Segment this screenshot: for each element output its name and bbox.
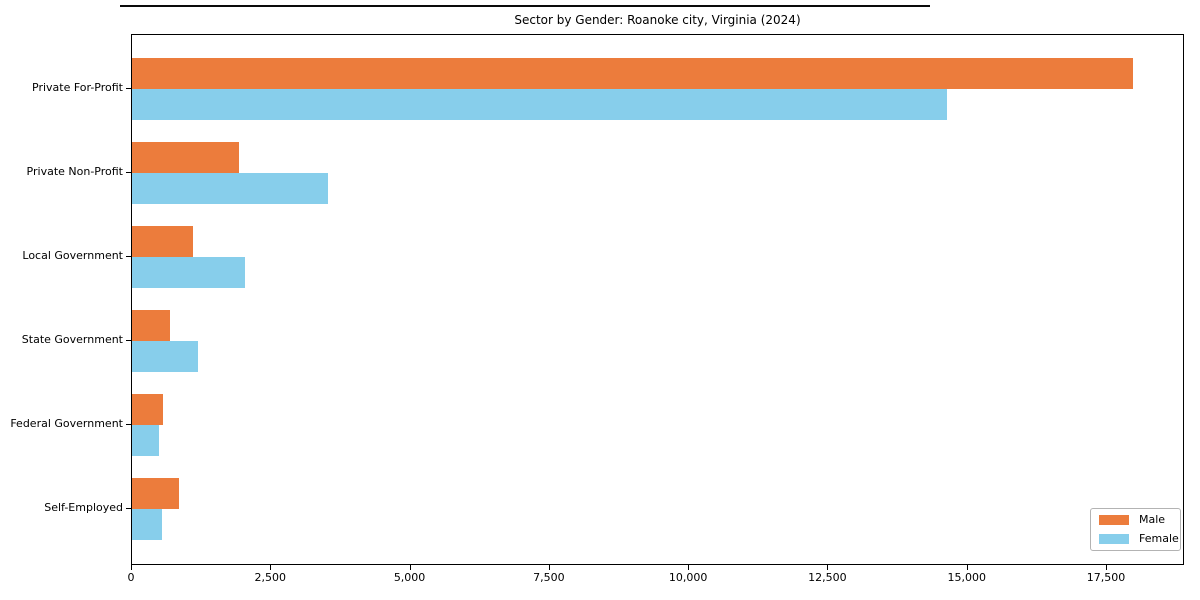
x-tick-label-15,000: 15,000 [947,571,986,584]
y-tick-local-government [126,256,131,257]
y-tick-federal-government [126,424,131,425]
legend-item-female: Female [1099,533,1179,545]
legend-label-male: Male [1139,513,1166,526]
bar-female-private-for-profit [132,89,947,120]
bar-male-local-government [132,226,193,257]
bar-male-state-government [132,310,170,341]
legend: Male Female [1090,508,1181,551]
bar-male-self-employed [132,478,179,509]
bar-female-local-government [132,257,246,288]
y-label-private-for-profit: Private For-Profit [32,81,123,94]
y-tick-private-for-profit [126,88,131,89]
x-tick-label-10,000: 10,000 [668,571,708,584]
chart-title: Sector by Gender: Roanoke city, Virginia… [514,13,801,27]
bar-male-federal-government [132,394,164,425]
x-tick-label-7,500: 7,500 [533,571,565,584]
y-label-federal-government: Federal Government [10,417,123,430]
x-tick-label-5,000: 5,000 [393,571,426,584]
y-tick-self-employed [126,508,131,509]
y-label-private-non-profit: Private Non-Profit [26,165,123,178]
plot-area [131,34,1184,565]
legend-label-female: Female [1139,532,1179,545]
x-tick-12,500 [827,565,829,570]
x-tick-label-17,500: 17,500 [1086,571,1126,584]
x-tick-label-2,500: 2,500 [254,571,287,584]
bar-female-federal-government [132,425,159,456]
bar-female-private-non-profit [132,173,329,204]
y-tick-state-government [126,340,131,341]
x-tick-17,500 [1106,565,1107,570]
x-tick-2,500 [270,565,272,570]
female-color-swatch [1099,534,1129,544]
y-label-local-government: Local Government [22,249,123,262]
x-tick-7,500 [548,565,550,570]
bar-female-state-government [132,341,198,372]
x-tick-15,000 [966,565,968,570]
x-tick-label-12,500: 12,500 [808,571,847,584]
bar-female-self-employed [132,509,163,540]
x-tick-10,000 [688,565,690,570]
bar-male-private-non-profit [132,142,239,173]
x-tick-5,000 [409,565,411,570]
x-tick-label-0: 0 [127,571,135,584]
top-edge-artifact-line [120,5,930,7]
male-color-swatch [1099,515,1129,525]
y-label-state-government: State Government [21,333,123,346]
bar-male-private-for-profit [132,58,1133,89]
y-tick-private-non-profit [126,172,131,173]
x-tick-0 [131,565,132,570]
legend-item-male: Male [1099,514,1172,526]
y-label-self-employed: Self-Employed [44,501,123,514]
